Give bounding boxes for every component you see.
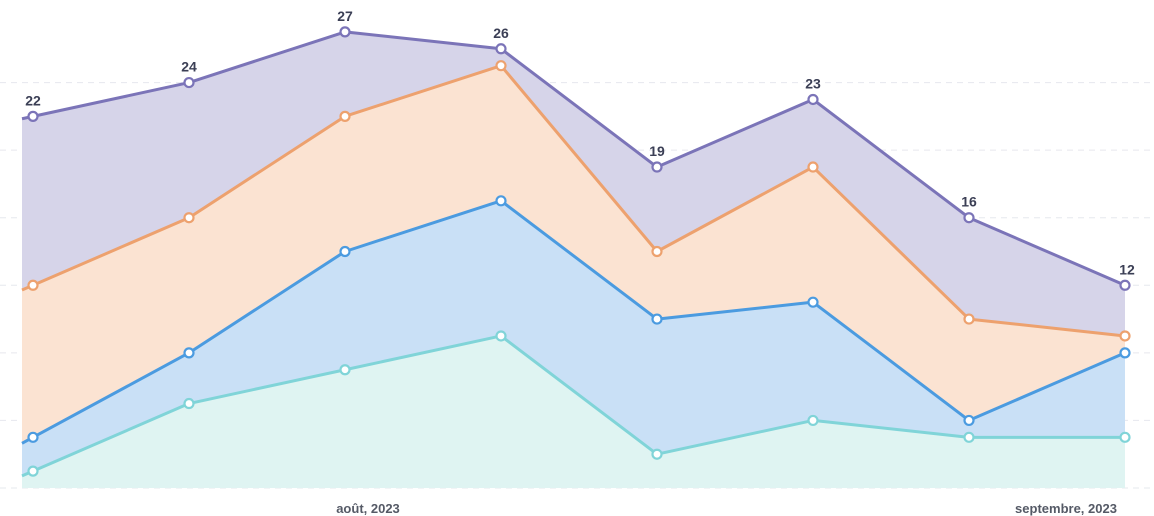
- series-0-point: [651, 448, 663, 460]
- series-0-point: [963, 431, 975, 443]
- series-3-point: [27, 110, 39, 122]
- series-2-point: [807, 161, 819, 173]
- x-tick-label-septembre: septembre, 2023: [1015, 501, 1117, 516]
- series-2-point: [339, 110, 351, 122]
- series-1-point: [495, 195, 507, 207]
- x-axis-ticks: août, 2023 septembre, 2023: [336, 501, 1117, 516]
- series-0-area: [22, 335, 1125, 488]
- total-label: 26: [493, 25, 509, 41]
- series-3-point: [339, 26, 351, 38]
- series-3-point: [495, 43, 507, 55]
- total-labels: 22 24 27 26 19 23 16 12: [25, 8, 1135, 277]
- series-1-point: [183, 347, 195, 359]
- series-3-point: [807, 93, 819, 106]
- total-label: 12: [1119, 261, 1135, 277]
- series-0-point: [339, 364, 351, 376]
- series-1-point: [27, 431, 39, 443]
- series-2-point: [1119, 330, 1131, 342]
- series-0-point: [1119, 431, 1131, 443]
- series-2-point: [183, 212, 195, 224]
- total-label: 24: [181, 59, 197, 75]
- series-0-point: [27, 465, 39, 477]
- series-1-point: [651, 313, 663, 325]
- series-2-point: [495, 60, 507, 72]
- total-label: 22: [25, 92, 41, 108]
- total-label: 27: [337, 8, 353, 24]
- series-3-point: [651, 161, 663, 173]
- series-0-point: [183, 397, 195, 410]
- series-2-point: [27, 279, 39, 291]
- total-label: 23: [805, 75, 821, 91]
- series-1-point: [963, 414, 975, 427]
- series-areas: [22, 31, 1125, 488]
- series-0-point: [495, 330, 507, 342]
- series-3-point: [183, 76, 195, 89]
- total-label: 16: [961, 194, 977, 210]
- total-label: 19: [649, 143, 665, 159]
- series-3-point: [1119, 279, 1131, 291]
- series-2-point: [963, 313, 975, 325]
- series-0-point: [807, 414, 819, 427]
- series-3-area: [22, 31, 1125, 336]
- x-tick-label-aout: août, 2023: [336, 501, 400, 516]
- series-1-point: [1119, 347, 1131, 359]
- series-1-point: [807, 296, 819, 308]
- series-1-point: [339, 245, 351, 258]
- data-points: [27, 26, 1131, 477]
- series-3-point: [963, 212, 975, 224]
- series-1-area: [22, 200, 1125, 476]
- series-2-point: [651, 245, 663, 258]
